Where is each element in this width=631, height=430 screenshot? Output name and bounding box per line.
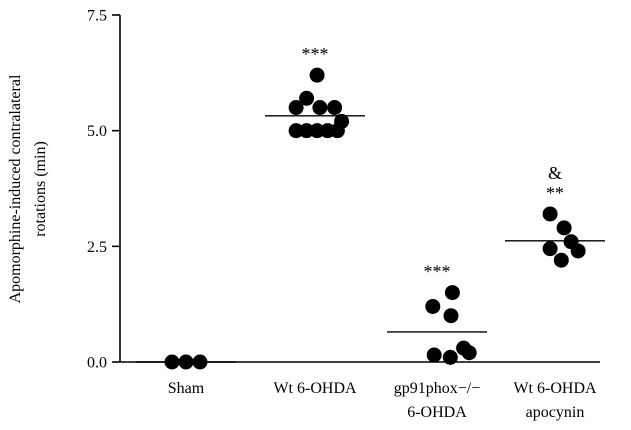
group-2: *** [265,44,365,139]
data-point [309,123,325,139]
y-axis: 0.0 2.5 5.0 7.5 [87,8,121,372]
significance-stars: ** [546,183,564,203]
x-tick-label-line: Sham [168,380,205,397]
y-axis-title: Apomorphine-induced contralateral rotatio… [7,74,49,303]
x-axis: Sham Wt 6-OHDA gp91phox−/− 6-OHDA Wt 6-OHDA a… [120,361,600,421]
group-4: &** [505,163,605,268]
x-tick-label-line: Wt 6-OHDA [273,380,357,397]
y-tick-label: 0.0 [87,355,107,372]
data-point [442,349,458,365]
y-axis-title-line: Apomorphine-induced contralateral [7,74,24,303]
data-point [312,100,328,116]
data-point [542,206,558,222]
group-1 [136,354,236,370]
x-tick-label-line: apocynin [526,404,585,421]
data-point [425,298,441,314]
data-point [443,308,459,324]
x-tick-label: gp91phox−/− 6-OHDA [394,380,481,421]
data-point [556,220,572,236]
data-point [570,243,586,259]
x-tick-label-line: Wt 6-OHDA [513,380,597,397]
y-tick-label: 5.0 [87,123,107,140]
data-point [192,354,208,370]
data-point [426,347,442,363]
data-groups: *** *** &** [136,44,605,370]
data-point [444,285,460,301]
data-point [288,100,304,116]
group-3: *** [387,262,487,365]
y-axis-label: Apomorphine-induced contralateral rotatio… [7,74,49,303]
data-point [178,354,194,370]
data-point [309,67,325,83]
data-point [329,123,345,139]
x-tick-label: Wt 6-OHDA [273,380,357,397]
y-tick-label: 7.5 [87,8,107,25]
data-point [164,354,180,370]
x-tick-label: Sham [168,380,205,397]
data-point [299,123,315,139]
data-point [327,100,343,116]
data-point [288,123,304,139]
significance-stars: *** [302,44,329,64]
data-point [299,90,315,106]
x-tick-label: Wt 6-OHDA apocynin [513,380,597,421]
ampersand-marker: & [548,163,562,183]
data-point [461,345,477,361]
x-tick-label-line: 6-OHDA [407,404,467,421]
significance-stars: *** [424,262,451,282]
data-point [553,252,569,268]
y-axis-title-line: rotations (min) [32,141,49,237]
x-tick-label-line: gp91phox−/− [394,380,481,397]
data-point [542,241,558,257]
y-tick-label: 2.5 [87,239,107,256]
